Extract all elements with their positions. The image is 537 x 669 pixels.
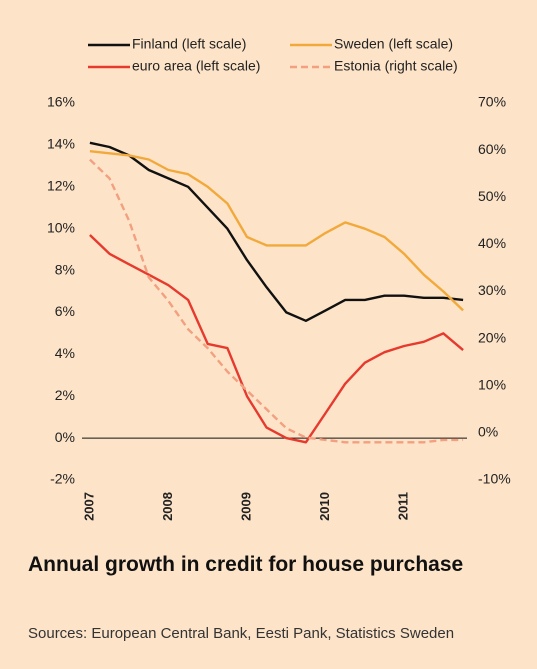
y-tick-label: 4%: [55, 345, 75, 361]
y2-tick-label: 60%: [478, 141, 506, 157]
x-tick-label: 2011: [396, 492, 411, 520]
x-tick-label: 2007: [81, 492, 96, 521]
series-line: [89, 158, 464, 444]
y2-tick-label: 20%: [478, 329, 506, 345]
y2-tick-label: 70%: [478, 94, 506, 110]
y2-tick-label: 40%: [478, 235, 506, 251]
x-tick-label: 2008: [160, 492, 175, 521]
legend-label: Estonia (right scale): [334, 58, 458, 74]
y-tick-label: 0%: [55, 429, 75, 445]
y2-tick-label: -10%: [478, 471, 511, 487]
series-line: [89, 150, 464, 312]
x-tick-label: 2010: [317, 492, 332, 521]
y-tick-label: 16%: [47, 94, 75, 110]
series-line: [89, 234, 464, 444]
source-note: Sources: European Central Bank, Eesti Pa…: [28, 625, 455, 642]
legend-label: Finland (left scale): [132, 36, 246, 52]
series-line: [89, 141, 464, 322]
legend-label: Sweden (left scale): [334, 36, 453, 52]
y-tick-label: 6%: [55, 303, 75, 319]
legend-label: euro area (left scale): [132, 58, 260, 74]
chart: -2% 0% 2% 4% 6% 8% 10% 12% 14% 16% -10% 0% 10% 20% 30%…: [47, 36, 511, 521]
y2-tick-label: 0%: [478, 424, 498, 440]
y-tick-label: 2%: [55, 387, 75, 403]
y-tick-label: 12%: [47, 177, 75, 193]
x-tick-label: 2009: [238, 492, 253, 521]
y2-tick-label: 10%: [478, 376, 506, 392]
y2-tick-label: 50%: [478, 188, 506, 204]
y-tick-label: 10%: [47, 219, 75, 235]
y2-tick-label: 30%: [478, 282, 506, 298]
y-tick-label: -2%: [50, 471, 75, 487]
y-tick-label: 14%: [47, 136, 75, 152]
chart-title: Annual growth in credit for house purcha…: [28, 553, 464, 576]
y-tick-label: 8%: [55, 261, 75, 277]
